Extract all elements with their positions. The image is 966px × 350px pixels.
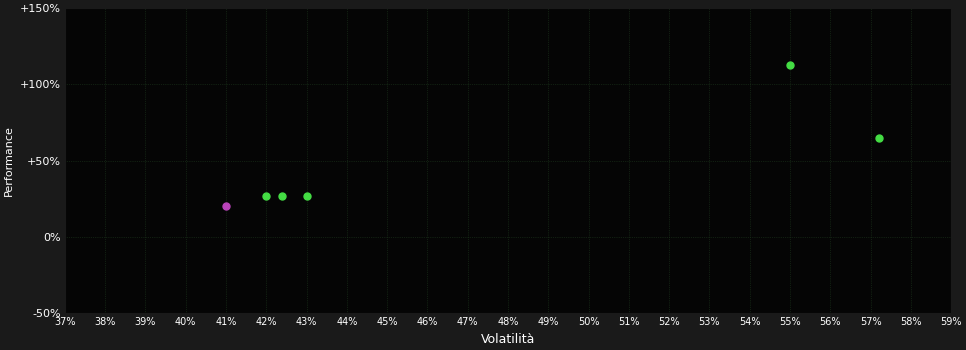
Y-axis label: Performance: Performance — [4, 125, 14, 196]
Point — [298, 193, 314, 198]
X-axis label: Volatilità: Volatilità — [481, 333, 535, 346]
Point — [218, 204, 234, 209]
Point — [259, 193, 274, 198]
Point — [274, 193, 290, 198]
Point — [782, 62, 798, 68]
Point — [870, 135, 886, 141]
